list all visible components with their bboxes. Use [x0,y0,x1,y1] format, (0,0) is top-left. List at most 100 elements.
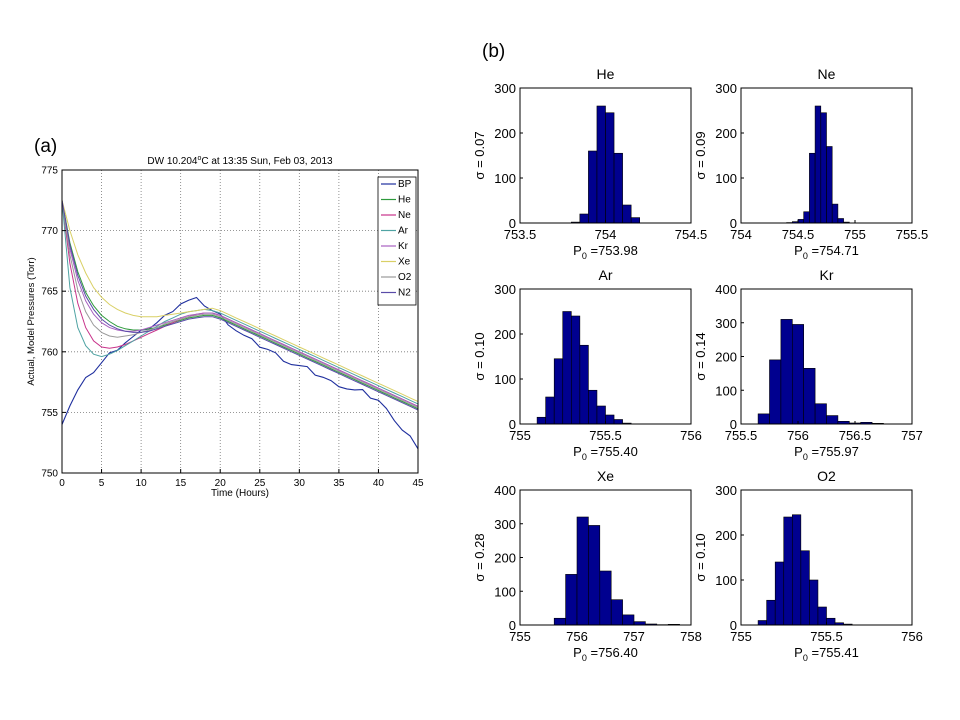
legend-label-bp: BP [398,179,412,190]
histogram-bar [814,105,822,224]
y-tick-label: 200 [715,126,737,141]
sigma-label: σ = 0.10 [472,332,487,380]
histogram-bar [622,204,632,224]
histogram-bar [817,606,827,626]
x-tick-label: 757 [623,629,645,644]
histogram-bar [774,561,785,626]
histogram-title: Kr [820,267,834,283]
sigma-label: σ = 0.09 [693,131,708,179]
series-line-ar [61,200,419,405]
p0-label: P0 =755.40 [573,444,638,462]
y-tick-label: 400 [494,483,516,498]
histogram-grid: 753.5 754 754.5 0 100 200 300 He σ = 0.07 P0 =753… [472,66,928,663]
histogram-bar [837,218,844,224]
line-chart: 0 5 10 15 20 25 30 35 40 45 750 755 760 765 770 775 DW 1… [26,155,424,499]
histogram-bar [791,514,802,626]
histogram-bar [565,574,578,626]
y-tick-label: 300 [494,81,516,96]
x-tick-label: 25 [254,478,266,489]
histogram-bar [596,405,606,425]
x-tick-label: 20 [215,478,227,489]
histogram-bar [769,359,782,425]
p0-label: P0 =754.71 [794,243,859,261]
p0-label: P0 =753.98 [573,243,638,261]
p0-label: P0 =756.40 [573,645,638,663]
histogram-title: O2 [817,468,836,484]
x-tick-label: 757 [901,428,923,443]
histogram-bar [553,358,564,425]
sigma-label: σ = 0.28 [472,533,487,581]
x-tick-label: 45 [412,478,424,489]
histogram-bar [579,213,589,224]
x-tick-label: 10 [136,478,148,489]
histogram-o2: 755 755.5 756 0 100 200 300 O2 σ = 0.10 P0 =755.4… [693,468,923,663]
histogram-bar [562,311,572,425]
chart-title: DW 10.204oC at 13:35 Sun, Feb 03, 2013 [147,155,333,167]
histogram-bar [613,419,623,425]
y-tick-label: 765 [41,287,58,298]
x-tick-label: 755.5 [896,227,929,242]
y-tick-label: 775 [41,166,58,177]
x-tick-label: 15 [175,478,187,489]
histogram-title: He [597,66,615,82]
histogram-bar [826,146,833,224]
histogram-bar [576,516,589,626]
y-tick-label: 0 [730,618,737,633]
legend-label-xe: Xe [398,257,411,268]
y-tick-label: 200 [494,551,516,566]
histogram-bar [579,344,589,425]
histogram-bar [599,570,612,626]
y-tick-label: 100 [715,573,737,588]
y-tick-label: 770 [41,226,58,237]
histogram-bar [820,112,827,224]
legend: BP He Ne Ar Kr Xe O2 N2 [377,176,417,306]
histogram-bar [570,315,581,425]
histogram-bar [803,211,810,224]
histogram-he: 753.5 754 754.5 0 100 200 300 He σ = 0.07 P0 =753… [472,66,707,261]
y-tick-label: 200 [715,528,737,543]
plot-frame [740,87,913,224]
series-line-n2 [61,200,419,411]
x-tick-label: 756.5 [839,428,872,443]
x-tick-label: 756 [787,428,809,443]
histogram-ar: 755 755.5 756 0 100 200 300 Ar σ = 0.10 P0 =755.4… [472,267,702,462]
sigma-label: σ = 0.14 [693,332,708,380]
histogram-bar [613,152,623,224]
y-tick-label: 0 [509,216,516,231]
histogram-bar [596,105,606,224]
histogram-bar [809,579,819,626]
series-line-he [61,200,419,410]
histogram-bar [797,219,804,224]
series-line-kr [61,200,419,407]
y-tick-label: 300 [715,483,737,498]
panel-label-b: (b) [482,41,505,62]
histogram-bar [605,112,615,224]
plot-frame [61,169,419,474]
p0-label: P0 =755.97 [794,444,859,462]
legend-box [377,176,417,306]
legend-label-ar: Ar [398,226,409,237]
histogram-bar [814,403,827,425]
histogram-bar [545,396,555,425]
legend-label-o2: O2 [398,272,412,283]
histogram-bar [800,550,810,626]
x-tick-label: 754.5 [675,227,708,242]
x-tick-label: 754 [595,227,617,242]
y-tick-label: 755 [41,408,58,419]
legend-label-he: He [398,195,411,206]
series-line-o2 [61,200,419,409]
histogram-title: Ne [818,66,836,82]
histogram-bar [803,368,816,425]
y-tick-label: 0 [509,618,516,633]
histogram-bar [588,389,598,425]
series-line-xe [61,200,419,402]
x-tick-label: 755 [844,227,866,242]
y-tick-label: 200 [494,126,516,141]
histogram-bar [826,415,839,425]
histogram-bar [783,516,793,626]
x-tick-label: 755 [509,629,531,644]
x-tick-label: 40 [373,478,385,489]
sigma-label: σ = 0.10 [693,533,708,581]
x-axis-label: Time (Hours) [211,488,269,499]
